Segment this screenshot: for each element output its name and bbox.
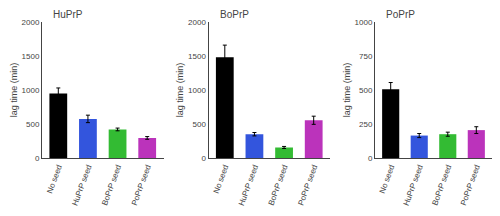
svg-text:1000: 1000 bbox=[22, 86, 40, 95]
svg-text:250: 250 bbox=[359, 120, 373, 129]
svg-text:500: 500 bbox=[359, 86, 373, 95]
svg-text:BoPrP seed: BoPrP seed bbox=[267, 164, 290, 207]
svg-text:HuPrP seed: HuPrP seed bbox=[70, 164, 93, 207]
svg-text:No seed: No seed bbox=[45, 164, 64, 195]
svg-text:HuPrP seed: HuPrP seed bbox=[402, 164, 425, 207]
svg-text:lag time (min): lag time (min) bbox=[175, 63, 185, 118]
svg-text:No seed: No seed bbox=[378, 164, 397, 195]
svg-text:HuPrP seed: HuPrP seed bbox=[237, 164, 260, 207]
svg-text:BoPrP seed: BoPrP seed bbox=[430, 164, 453, 207]
svg-text:PoPrP seed: PoPrP seed bbox=[130, 164, 153, 207]
svg-text:2000: 2000 bbox=[188, 18, 206, 27]
svg-text:500: 500 bbox=[26, 120, 40, 129]
svg-text:1500: 1500 bbox=[22, 52, 40, 61]
svg-text:BoPrP seed: BoPrP seed bbox=[100, 164, 123, 207]
svg-text:0: 0 bbox=[35, 154, 40, 163]
svg-text:500: 500 bbox=[193, 120, 207, 129]
svg-text:750: 750 bbox=[359, 52, 373, 61]
svg-text:PoPrP seed: PoPrP seed bbox=[296, 164, 319, 207]
svg-text:1000: 1000 bbox=[188, 86, 206, 95]
svg-text:PoPrP: PoPrP bbox=[386, 9, 415, 20]
svg-text:BoPrP: BoPrP bbox=[220, 9, 249, 20]
svg-text:HuPrP: HuPrP bbox=[53, 9, 83, 20]
svg-text:2000: 2000 bbox=[22, 18, 40, 27]
svg-text:0: 0 bbox=[368, 154, 373, 163]
svg-text:lag time (min): lag time (min) bbox=[9, 63, 19, 118]
svg-text:No seed: No seed bbox=[212, 164, 231, 195]
svg-text:0: 0 bbox=[201, 154, 206, 163]
svg-text:1500: 1500 bbox=[188, 52, 206, 61]
svg-text:PoPrP seed: PoPrP seed bbox=[459, 164, 482, 207]
svg-text:lag time (min): lag time (min) bbox=[342, 63, 352, 118]
svg-text:1000: 1000 bbox=[355, 18, 373, 27]
